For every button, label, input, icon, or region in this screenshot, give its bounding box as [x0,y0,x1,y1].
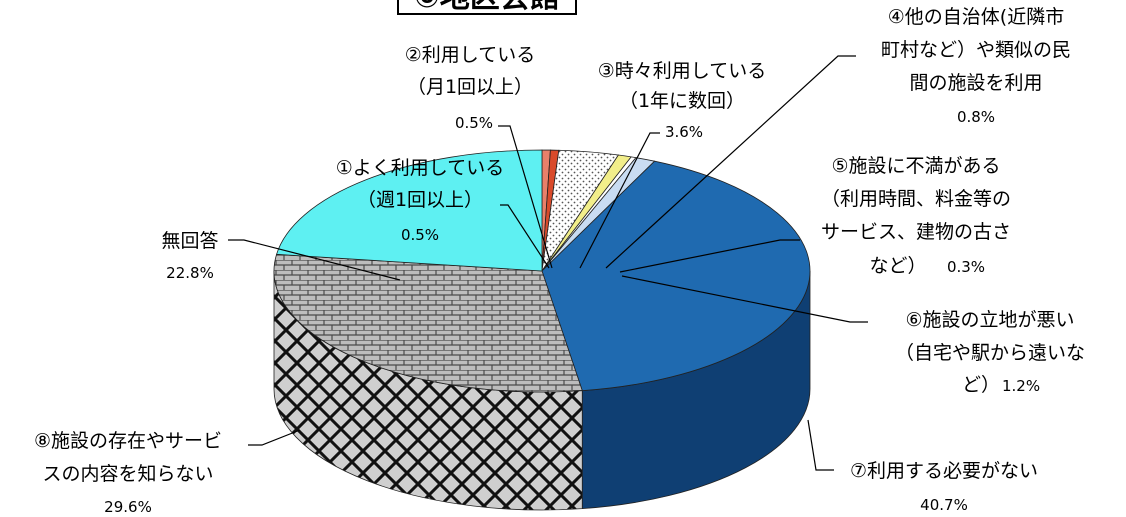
leader-line-3 [579,132,660,269]
svg-text:0.5%: 0.5% [401,226,439,244]
leader-line-6 [621,275,868,323]
svg-text:⑧施設の存在やサービ: ⑧施設の存在やサービ [34,430,222,452]
chart-title-box: ⑥地区会館 [397,0,577,15]
label-9: 無回答 22.8% [161,230,218,282]
svg-text:40.7%: 40.7% [920,496,968,514]
svg-text:⑤施設に不満がある: ⑤施設に不満がある [831,155,1000,177]
svg-text:3.6%: 3.6% [665,123,703,141]
svg-text:⑦利用する必要がない: ⑦利用する必要がない [850,460,1038,482]
chart-title: ⑥地区会館 [414,0,559,15]
label-6: ⑥施設の立地が悪い （自宅や駅から遠いな ど） 1.2% [895,309,1085,396]
svg-text:（月1回以上）: （月1回以上） [407,76,533,98]
label-8: ⑧施設の存在やサービ スの内容を知らない 29.6% [34,430,222,516]
svg-text:0.5%: 0.5% [455,114,493,132]
svg-text:②利用している: ②利用している [405,44,535,66]
leader-line-1 [500,204,550,269]
svg-text:④他の自治体(近隣市: ④他の自治体(近隣市 [888,6,1064,28]
label-4: ④他の自治体(近隣市 町村など）や類似の民 間の施設を利用 0.8% [881,6,1071,126]
svg-text:間の施設を利用: 間の施設を利用 [909,72,1042,94]
leader-line-8 [248,429,301,446]
svg-text:①よく利用している: ①よく利用している [336,157,504,179]
pie-slice-8 [273,253,583,393]
svg-text:（自宅や駅から遠いな: （自宅や駅から遠いな [895,342,1085,364]
svg-text:など）: など） [869,255,926,277]
leader-line-4 [605,55,856,269]
svg-text:サービス、建物の古さ: サービス、建物の古さ [821,221,1011,243]
svg-text:29.6%: 29.6% [104,498,152,516]
leader-line-9 [228,239,401,281]
svg-text:1.2%: 1.2% [1002,377,1040,395]
label-2: ②利用している （月1回以上） 0.5% [405,44,535,132]
pie-tops [273,149,811,393]
svg-text:（週1回以上）: （週1回以上） [357,189,483,211]
svg-text:22.8%: 22.8% [166,264,214,282]
label-7: ⑦利用する必要がない 40.7% [850,460,1038,514]
svg-text:町村など）や類似の民: 町村など）や類似の民 [881,39,1071,61]
pie-slice-7 [541,160,811,392]
label-3: ③時々利用している （1年に数回） 3.6% [598,60,766,141]
svg-text:スの内容を知らない: スの内容を知らない [42,463,213,485]
svg-text:0.3%: 0.3% [947,258,985,276]
svg-text:（1年に数回）: （1年に数回） [619,90,745,112]
svg-text:ど）: ど） [962,374,1000,396]
svg-text:（利用時間、料金等の: （利用時間、料金等の [821,188,1011,210]
leader-line-2 [498,125,553,269]
leader-lines [228,55,868,471]
svg-text:③時々利用している: ③時々利用している [598,60,766,82]
label-5: ⑤施設に不満がある （利用時間、料金等の サービス、建物の古さ など） 0.3% [821,155,1011,277]
leader-line-7 [807,419,834,471]
leader-line-5 [619,239,800,273]
svg-text:⑥施設の立地が悪い: ⑥施設の立地が悪い [905,309,1074,331]
svg-text:0.8%: 0.8% [957,108,995,126]
pie-slice-9 [276,149,543,272]
label-1: ①よく利用している （週1回以上） 0.5% [336,157,504,244]
svg-text:無回答: 無回答 [161,230,218,252]
